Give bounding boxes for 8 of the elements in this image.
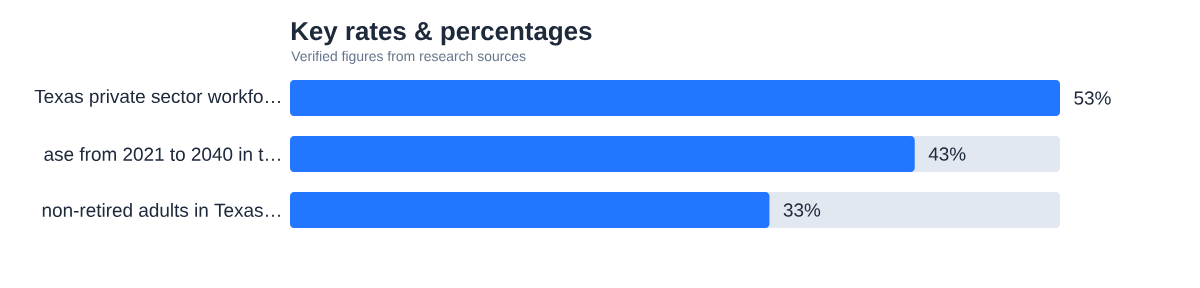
data-label: 53% — [1074, 91, 1111, 105]
chart-title: Key rates & percentages — [291, 22, 592, 46]
chart-subtitle: Verified figures from research sources — [291, 50, 526, 64]
y-tick-label: Texas private sector workfo… — [34, 89, 280, 107]
y-tick-label: non-retired adults in Texas… — [42, 203, 280, 217]
y-tick-label: ase from 2021 to 2040 in t… — [44, 147, 280, 161]
data-label: 43% — [928, 147, 966, 161]
data-label: 33% — [783, 203, 821, 217]
